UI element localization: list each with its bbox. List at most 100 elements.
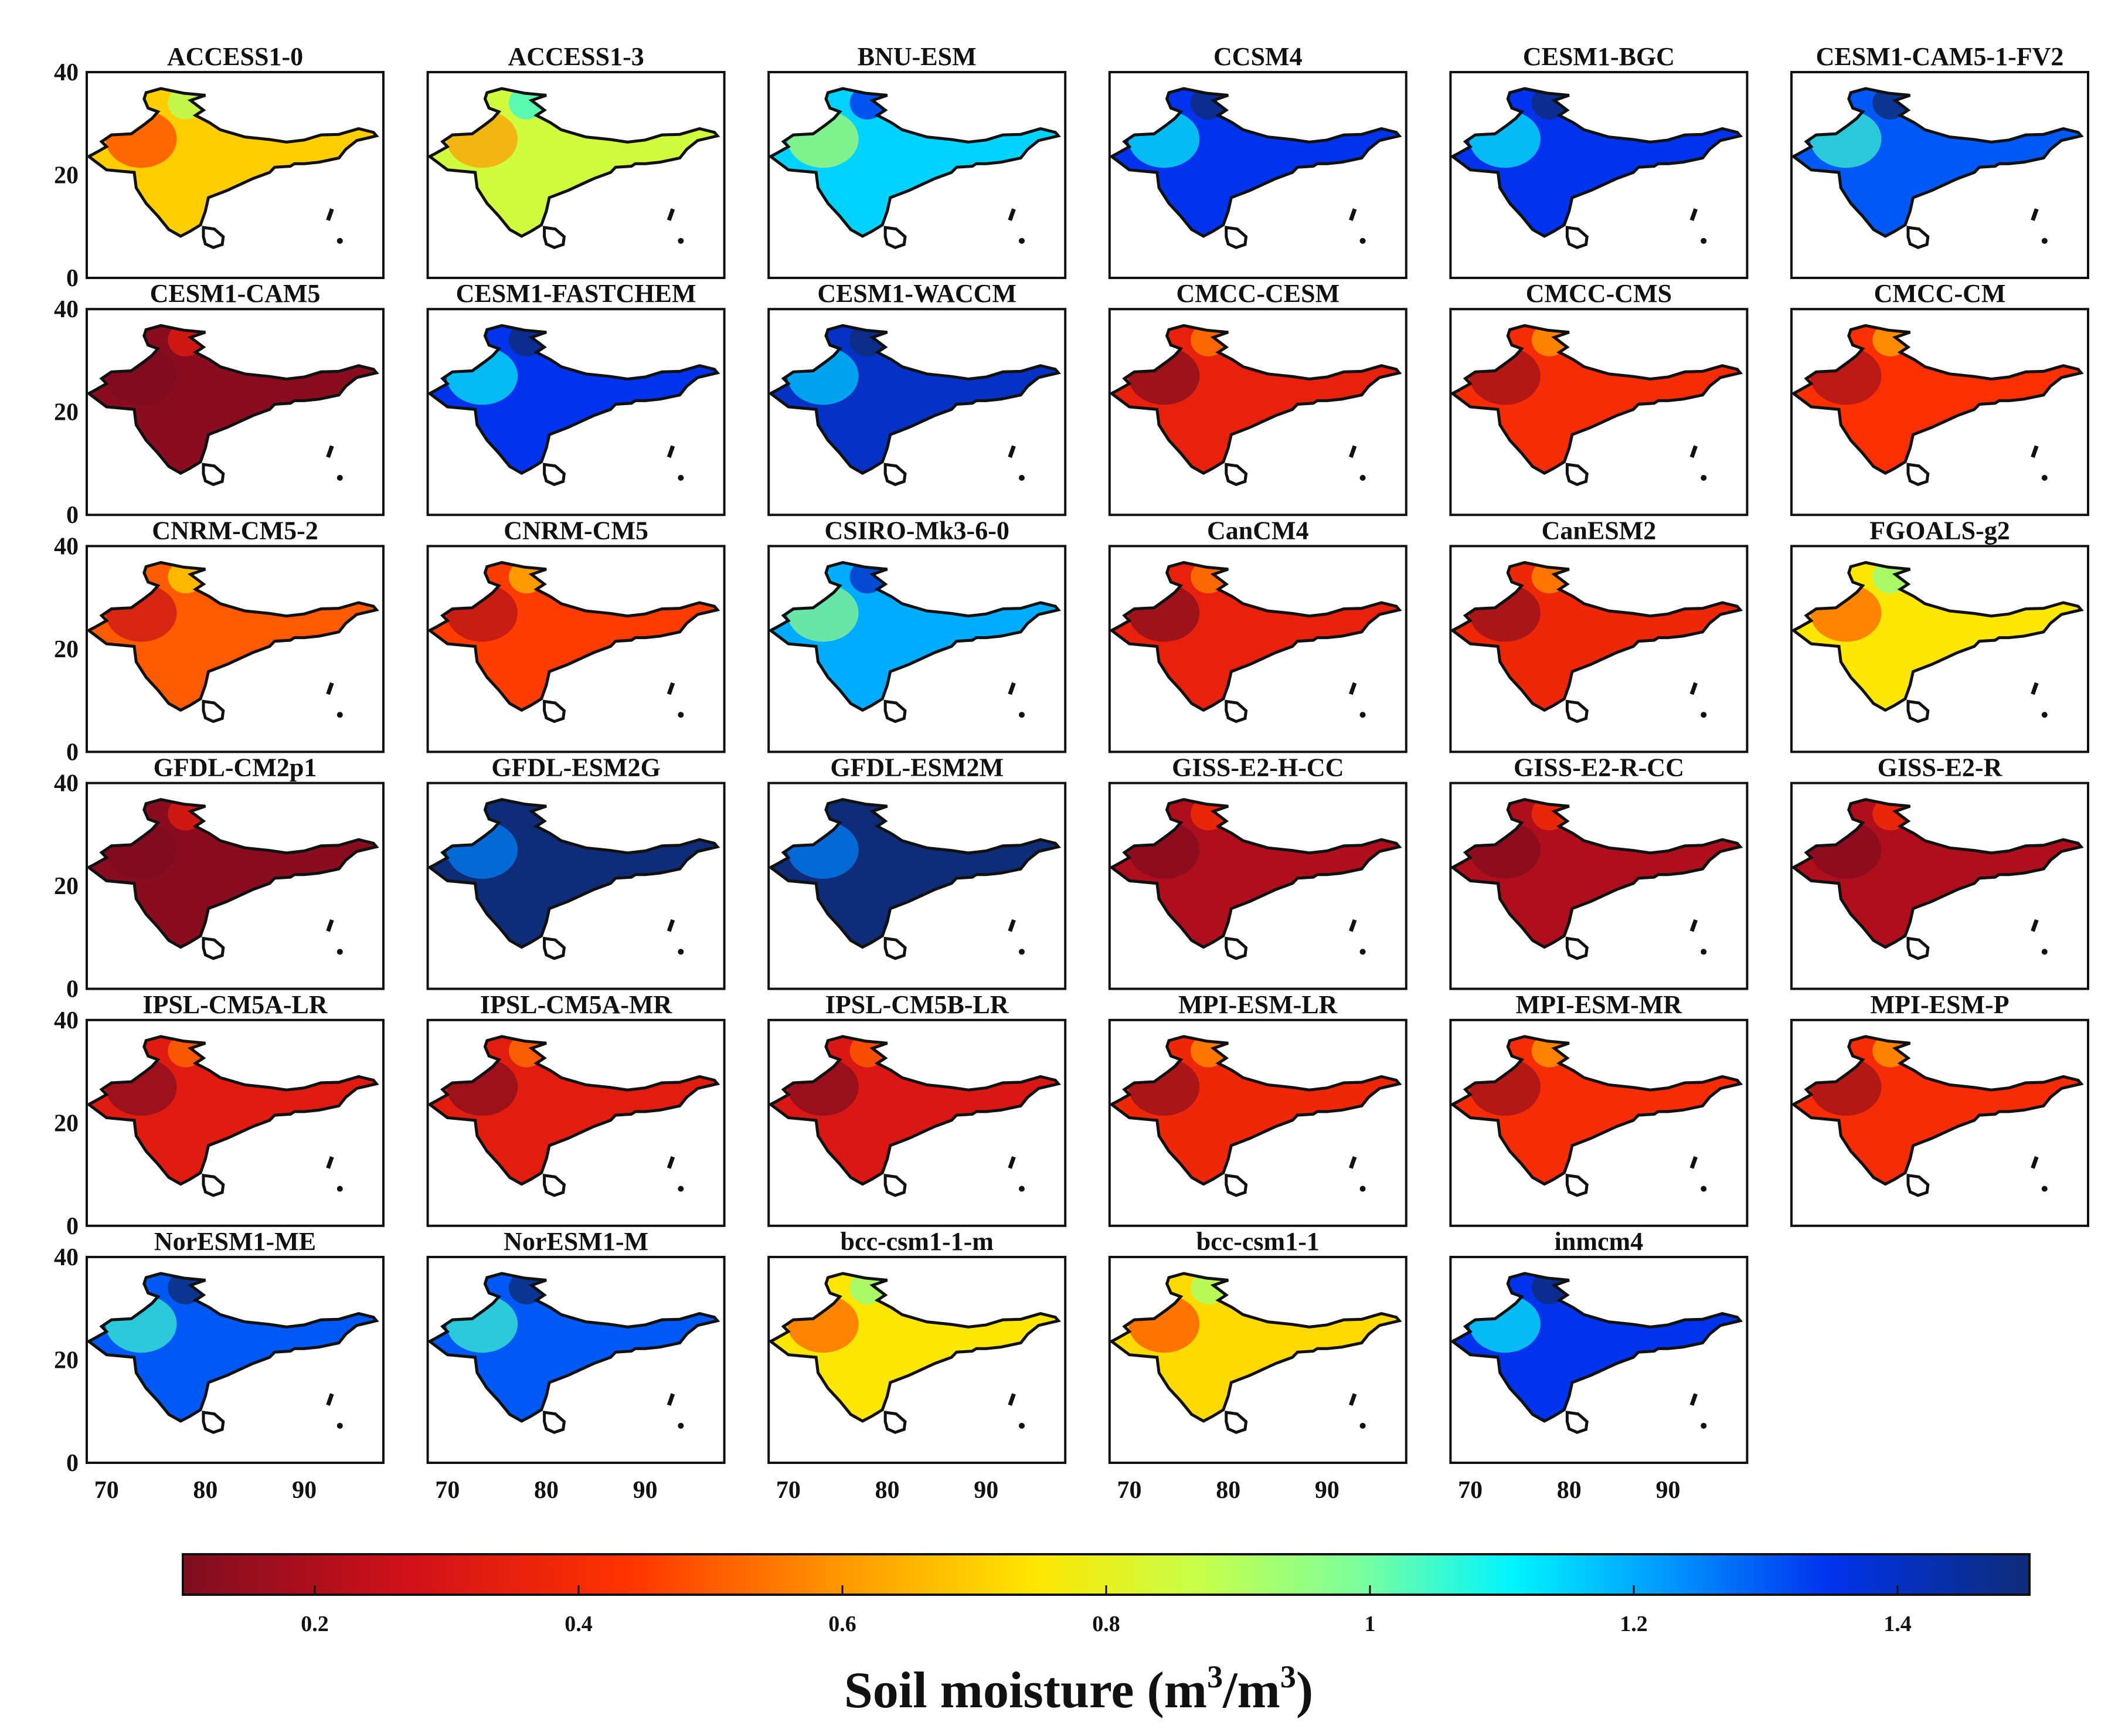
sri-lanka-outline <box>1906 463 1930 487</box>
nicobar-islands <box>336 1422 343 1429</box>
panel-frame <box>1449 1256 1749 1464</box>
panel-frame <box>86 545 385 753</box>
colorbar-title: Soil moisture (m3/m3) <box>844 1659 1313 1719</box>
nicobar-islands <box>1359 949 1366 955</box>
map-panel: CanCM4 <box>1108 516 1407 753</box>
map-panel: BNU-ESM <box>767 42 1067 279</box>
panel-frame <box>1790 71 2089 279</box>
sri-lanka-outline <box>1225 1173 1248 1197</box>
nicobar-islands <box>336 949 343 955</box>
andaman-islands <box>667 208 675 221</box>
panel-title: CESM1-CAM5 <box>150 279 321 308</box>
map-panel: IPSL-CM5A-MR <box>426 990 726 1227</box>
panel-frame <box>1790 545 2089 753</box>
andaman-islands <box>1008 919 1016 932</box>
panel-frame <box>426 782 726 990</box>
sri-lanka-outline <box>202 226 225 249</box>
y-tick-label: 20 <box>54 1110 79 1137</box>
andaman-islands <box>1008 445 1016 458</box>
india-outline <box>427 324 720 475</box>
panel-title: CMCC-CM <box>1874 279 2006 308</box>
andaman-islands <box>2031 682 2039 695</box>
andaman-islands <box>1008 682 1016 695</box>
india-outline <box>86 560 379 712</box>
panel-title: CCSM4 <box>1213 42 1303 71</box>
india-outline <box>427 87 720 238</box>
y-tick-label: 40 <box>54 1244 79 1271</box>
colorbar-ticks: 0.2 0.4 0.6 0.8 1 1.2 1.4 <box>301 1585 1912 1636</box>
nicobar-islands <box>1018 949 1025 955</box>
india-outline <box>767 324 1061 475</box>
map-panel: GFDL-ESM2M <box>767 753 1067 990</box>
sri-lanka-outline <box>543 936 566 960</box>
y-tick-label: 20 <box>54 873 79 900</box>
map-panel: CESM1-CAM5 <box>86 279 385 517</box>
panel-frame <box>1108 1018 1407 1227</box>
sri-lanka-outline <box>543 699 566 723</box>
andaman-islands <box>1008 1156 1016 1169</box>
nicobar-islands <box>1018 237 1025 244</box>
panel-title: GISS-E2-R <box>1878 753 2003 782</box>
sri-lanka-outline <box>883 699 907 723</box>
panel-frame <box>426 71 726 279</box>
nicobar-islands <box>336 712 343 718</box>
map-panel: CMCC-CESM <box>1108 279 1407 517</box>
india-outline <box>1109 87 1402 238</box>
y-tick-label: 20 <box>54 162 79 189</box>
sri-lanka-outline <box>543 463 566 487</box>
panel-title: GISS-E2-H-CC <box>1172 753 1344 782</box>
andaman-islands <box>326 1393 334 1406</box>
india-outline <box>86 324 379 475</box>
y-tick-label: 20 <box>54 399 79 426</box>
nicobar-islands <box>1701 949 1707 955</box>
sri-lanka-outline <box>1906 1173 1930 1197</box>
andaman-islands <box>1349 208 1357 221</box>
nicobar-islands <box>336 237 343 244</box>
sri-lanka-outline <box>202 1411 225 1434</box>
y-tick-label: 0 <box>66 976 79 1003</box>
nicobar-islands <box>678 1422 684 1429</box>
panel-frame <box>1108 545 1407 753</box>
panel-frame <box>1790 1018 2089 1227</box>
andaman-islands <box>1689 919 1698 932</box>
panel-frame <box>426 308 726 517</box>
panel-frame <box>767 1018 1067 1227</box>
panel-title: GFDL-CM2p1 <box>154 753 317 782</box>
colorbar-tick-label: 1.2 <box>1620 1612 1648 1636</box>
sri-lanka-outline <box>1225 1411 1248 1434</box>
panel-frame <box>426 1018 726 1227</box>
panel-title: CSIRO-Mk3-6-0 <box>825 516 1009 545</box>
panel-title: BNU-ESM <box>858 42 977 71</box>
map-panel: NorESM1-M <box>426 1227 726 1464</box>
andaman-islands <box>667 919 675 932</box>
india-outline <box>1109 798 1402 949</box>
india-outline <box>767 87 1061 238</box>
panel-title: NorESM1-M <box>504 1227 648 1256</box>
map-panel: GISS-E2-H-CC <box>1108 753 1407 990</box>
panel-frame <box>767 71 1067 279</box>
sri-lanka-outline <box>1565 1411 1589 1434</box>
sri-lanka-outline <box>883 226 907 249</box>
india-outline <box>1450 324 1743 475</box>
x-tick-label: 90 <box>974 1477 998 1504</box>
x-tick-label: 70 <box>776 1477 801 1504</box>
soil-moisture-field <box>1111 1036 1399 1184</box>
panel-frame <box>1108 782 1407 990</box>
andaman-islands <box>326 445 334 458</box>
nicobar-islands <box>336 1185 343 1192</box>
map-panel: MPI-ESM-MR <box>1449 990 1749 1227</box>
y-tick-label: 0 <box>66 502 79 529</box>
sri-lanka-outline <box>543 1173 566 1197</box>
andaman-islands <box>1349 1156 1357 1169</box>
sri-lanka-outline <box>1906 699 1930 723</box>
india-outline <box>86 1272 379 1423</box>
panel-frame <box>767 782 1067 990</box>
india-outline <box>427 560 720 712</box>
sri-lanka-outline <box>1565 1173 1589 1197</box>
sri-lanka-outline <box>1225 699 1248 723</box>
panel-title: CNRM-CM5-2 <box>152 516 318 545</box>
map-panel: CESM1-FASTCHEM <box>426 279 726 517</box>
panel-title: CESM1-WACCM <box>817 279 1016 308</box>
y-tick-label: 40 <box>54 1007 79 1034</box>
